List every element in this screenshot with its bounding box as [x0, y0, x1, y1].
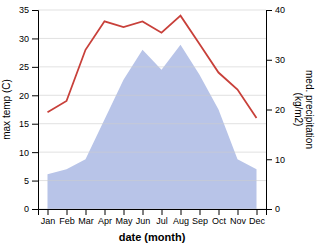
tick-label: 10 [275, 155, 285, 165]
y-tick: 35 [19, 5, 38, 15]
y-axis-title: max temp (C) [1, 79, 12, 140]
y-tick: 10 [19, 148, 38, 158]
x-tick: Dec [249, 209, 266, 226]
x-tick: Jan [41, 209, 56, 226]
grid-line [38, 123, 266, 124]
axis-line [32, 11, 39, 210]
tick-label: 20 [19, 91, 29, 101]
tick-mark [124, 209, 125, 215]
tick-mark [32, 181, 38, 182]
grid-line [38, 10, 266, 11]
tick-mark [48, 209, 49, 215]
tick-mark [266, 209, 272, 210]
tick-mark [32, 38, 38, 39]
tick-label: May [115, 216, 133, 226]
y2-axis: 0 10 20 30 40 [266, 5, 285, 214]
grid-line [38, 152, 266, 153]
x-tick: May [115, 209, 133, 226]
tick-mark [32, 209, 38, 210]
tick-mark [200, 209, 201, 215]
grid-line [38, 66, 266, 67]
tick-label: Jan [41, 216, 56, 226]
tick-label: Dec [249, 216, 266, 226]
grid [38, 10, 266, 209]
x-tick: Jul [156, 209, 168, 226]
y-tick: 20 [19, 91, 38, 101]
tick-mark [238, 209, 239, 215]
y2-tick: 0 [266, 204, 280, 214]
tick-mark [143, 209, 144, 215]
y2-tick: 10 [266, 155, 285, 165]
y2-tick: 40 [266, 5, 285, 15]
x-tick: Mar [78, 209, 94, 226]
y-tick: 30 [19, 34, 38, 44]
y2-tick: 20 [266, 105, 285, 115]
chart: JanFebMar AprMayJun Jul AugSep OctNovDec 0 5 10… [0, 0, 318, 247]
y2-axis-title: med. precipitation(kg/m2) [293, 70, 316, 149]
tick-label: 30 [275, 55, 285, 65]
tick-label: Sep [192, 216, 208, 226]
tick-mark [32, 95, 38, 96]
plot: JanFebMar AprMayJun Jul AugSep OctNovDec 0 5 10… [1, 5, 315, 243]
tick-mark [181, 209, 182, 215]
tick-label: 30 [19, 34, 29, 44]
y2-tick: 30 [266, 55, 285, 65]
tick-mark [266, 110, 272, 111]
tick-mark [162, 209, 163, 215]
x-tick: Jun [136, 209, 151, 226]
x-axis-title: date (month) [119, 231, 186, 243]
line-layer [48, 16, 257, 118]
x-axis: JanFebMar AprMayJun Jul AugSep OctNovDec [39, 209, 267, 226]
tick-label: 15 [19, 119, 29, 129]
tick-label: Jun [136, 216, 151, 226]
tick-label: Nov [230, 216, 247, 226]
x-tick: Feb [59, 209, 75, 226]
y2-axis-title-line: (kg/m2) [293, 93, 304, 127]
tick-mark [105, 209, 106, 215]
tick-label: 0 [24, 204, 29, 214]
tick-mark [86, 209, 87, 215]
tick-label: 35 [19, 5, 29, 15]
tick-label: Aug [173, 216, 189, 226]
x-tick: Aug [173, 209, 189, 226]
y-tick: 25 [19, 62, 38, 72]
tick-mark [219, 209, 220, 215]
y-tick: 5 [24, 176, 38, 186]
temperature-line [48, 16, 257, 118]
y-axis: 0 5 10 15 20 25 30 35 [19, 5, 39, 214]
tick-label: Oct [212, 216, 227, 226]
tick-label: 25 [19, 62, 29, 72]
y-tick: 15 [19, 119, 38, 129]
x-tick: Apr [98, 209, 112, 226]
grid-line [38, 95, 266, 96]
x-tick: Oct [212, 209, 227, 226]
tick-mark [266, 60, 272, 61]
axis-line [267, 11, 273, 210]
y2-axis-title-line: med. precipitation [304, 70, 315, 149]
x-tick: Nov [230, 209, 247, 226]
tick-mark [32, 10, 38, 11]
tick-label: Apr [98, 216, 112, 226]
tick-mark [67, 209, 68, 215]
x-tick: Sep [192, 209, 208, 226]
tick-mark [32, 124, 38, 125]
tick-mark [32, 67, 38, 68]
tick-mark [257, 209, 258, 215]
tick-label: 5 [24, 176, 29, 186]
tick-mark [266, 159, 272, 160]
grid-line [38, 38, 266, 39]
y-tick: 0 [24, 204, 38, 214]
tick-label: Feb [59, 216, 75, 226]
tick-mark [32, 152, 38, 153]
tick-label: 0 [275, 204, 280, 214]
axis-line [39, 210, 267, 216]
tick-label: Jul [156, 216, 168, 226]
tick-label: 20 [275, 105, 285, 115]
tick-label: 40 [275, 5, 285, 15]
grid-line [38, 180, 266, 181]
tick-label: 10 [19, 148, 29, 158]
tick-label: Mar [78, 216, 94, 226]
tick-mark [266, 10, 272, 11]
